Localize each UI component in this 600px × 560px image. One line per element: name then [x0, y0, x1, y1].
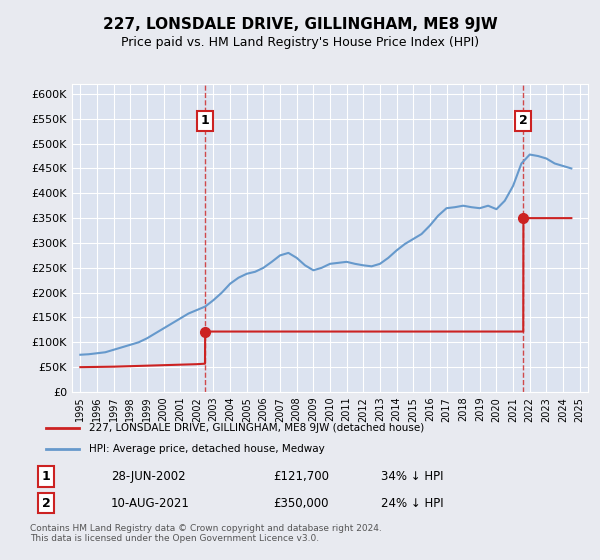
Text: 1: 1 [200, 114, 209, 128]
Text: 10-AUG-2021: 10-AUG-2021 [111, 497, 190, 510]
Text: 227, LONSDALE DRIVE, GILLINGHAM, ME8 9JW: 227, LONSDALE DRIVE, GILLINGHAM, ME8 9JW [103, 17, 497, 32]
Text: Price paid vs. HM Land Registry's House Price Index (HPI): Price paid vs. HM Land Registry's House … [121, 36, 479, 49]
Text: £121,700: £121,700 [273, 470, 329, 483]
Text: Contains HM Land Registry data © Crown copyright and database right 2024.
This d: Contains HM Land Registry data © Crown c… [30, 524, 382, 543]
Text: 34% ↓ HPI: 34% ↓ HPI [381, 470, 443, 483]
Text: 24% ↓ HPI: 24% ↓ HPI [381, 497, 443, 510]
Text: £350,000: £350,000 [273, 497, 329, 510]
Text: 2: 2 [519, 114, 527, 128]
Text: 28-JUN-2002: 28-JUN-2002 [111, 470, 185, 483]
Text: HPI: Average price, detached house, Medway: HPI: Average price, detached house, Medw… [89, 444, 325, 454]
Text: 2: 2 [42, 497, 50, 510]
Text: 1: 1 [42, 470, 50, 483]
Text: 227, LONSDALE DRIVE, GILLINGHAM, ME8 9JW (detached house): 227, LONSDALE DRIVE, GILLINGHAM, ME8 9JW… [89, 423, 425, 433]
